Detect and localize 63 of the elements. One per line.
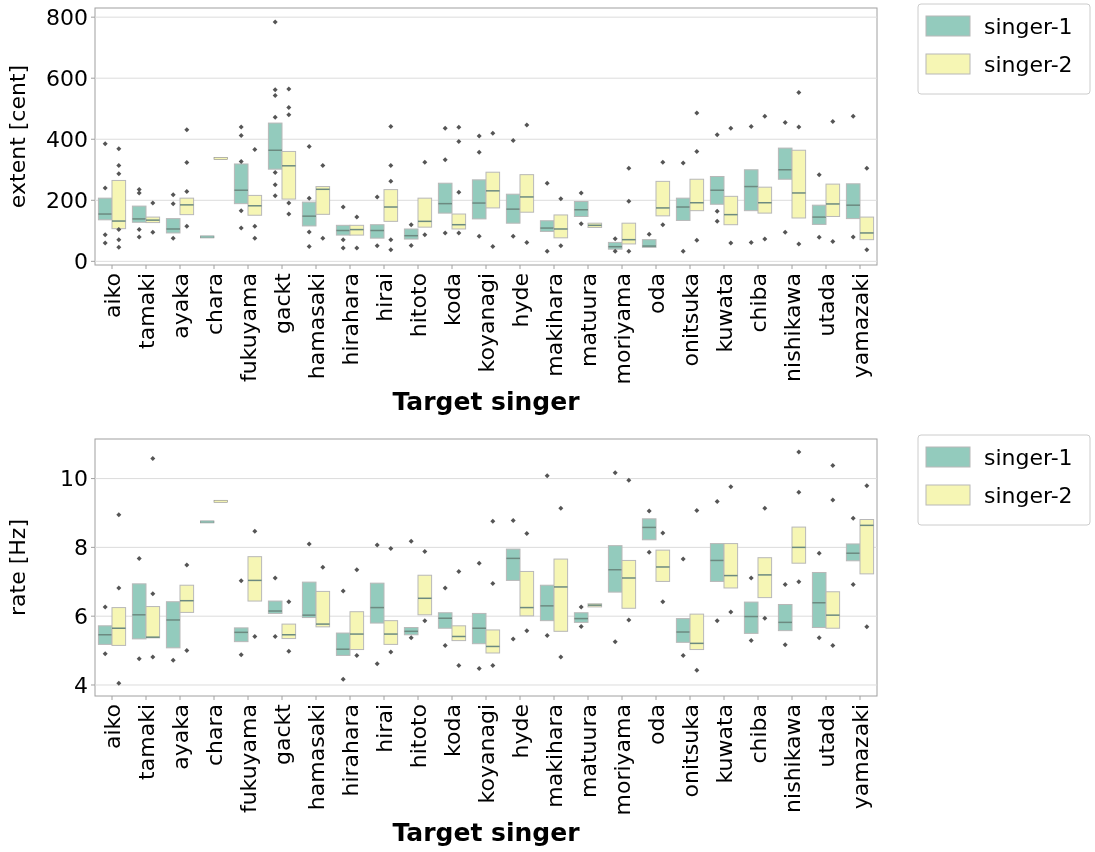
y-tick-label: 200 <box>46 187 88 213</box>
x-tick-label: kuwata <box>711 273 737 353</box>
x-tick-label: makihara <box>541 273 567 377</box>
x-tick-label: hamasaki <box>303 273 329 380</box>
x-tick-label: oda <box>643 704 669 745</box>
x-tick-label: aiko <box>99 273 125 319</box>
y-tick-label: 0 <box>74 249 88 275</box>
x-tick-label: oda <box>643 273 669 314</box>
x-tick-label: gackt <box>269 703 295 765</box>
x-tick-label: hitoto <box>405 704 431 769</box>
x-tick-label: hirai <box>371 704 397 753</box>
y-tick-label: 6 <box>74 603 88 629</box>
x-tick-label: onitsuka <box>677 704 703 798</box>
x-tick-label: makihara <box>541 704 567 808</box>
x-tick-label: koyanagi <box>473 273 499 373</box>
x-tick-label: koda <box>439 273 465 326</box>
legend-label: singer-2 <box>984 51 1073 77</box>
x-tick-label: ayaka <box>167 704 193 770</box>
x-tick-label: fukuyama <box>235 704 261 814</box>
x-tick-label: fukuyama <box>235 273 261 383</box>
x-axis-title: Target singer <box>392 818 581 847</box>
x-tick-label: chiba <box>745 273 771 333</box>
x-tick-label: gackt <box>269 272 295 334</box>
legend-label: singer-1 <box>984 444 1073 470</box>
x-tick-label: kuwata <box>711 704 737 784</box>
x-tick-label: utada <box>813 704 839 768</box>
x-tick-label: hyde <box>507 704 533 759</box>
x-tick-label: koyanagi <box>473 704 499 804</box>
x-tick-label: onitsuka <box>677 273 703 367</box>
legend-label: singer-1 <box>984 13 1073 39</box>
x-tick-label: tamaki <box>133 273 159 349</box>
y-tick-label: 10 <box>60 466 88 492</box>
x-tick-label: hamasaki <box>303 704 329 811</box>
y-axis-title: extent [cent] <box>5 64 30 209</box>
x-axis-title: Target singer <box>392 387 581 416</box>
x-tick-label: ayaka <box>167 273 193 339</box>
x-tick-label: koda <box>439 704 465 757</box>
x-tick-label: hirai <box>371 273 397 322</box>
legend-label: singer-2 <box>984 482 1073 508</box>
y-tick-label: 800 <box>46 4 88 30</box>
y-tick-label: 4 <box>74 672 88 698</box>
x-tick-label: tamaki <box>133 704 159 780</box>
x-tick-label: chiba <box>745 704 771 764</box>
x-tick-label: yamazaki <box>847 273 873 379</box>
x-tick-label: aiko <box>99 704 125 750</box>
y-tick-label: 400 <box>46 126 88 152</box>
x-tick-label: nishikawa <box>779 704 805 813</box>
x-tick-label: moriyama <box>609 273 635 385</box>
x-tick-label: utada <box>813 273 839 337</box>
x-tick-label: hyde <box>507 273 533 328</box>
y-tick-label: 600 <box>46 65 88 91</box>
x-tick-label: matuura <box>575 704 601 798</box>
x-tick-label: hitoto <box>405 273 431 338</box>
x-tick-label: hirahara <box>337 273 363 366</box>
x-tick-label: chara <box>201 704 227 767</box>
x-tick-label: matuura <box>575 273 601 367</box>
y-axis-title: rate [Hz] <box>5 519 30 616</box>
y-tick-label: 8 <box>74 535 88 561</box>
x-tick-label: chara <box>201 273 227 336</box>
x-tick-label: moriyama <box>609 704 635 816</box>
x-tick-label: nishikawa <box>779 273 805 382</box>
x-tick-label: hirahara <box>337 704 363 797</box>
x-tick-label: yamazaki <box>847 704 873 810</box>
